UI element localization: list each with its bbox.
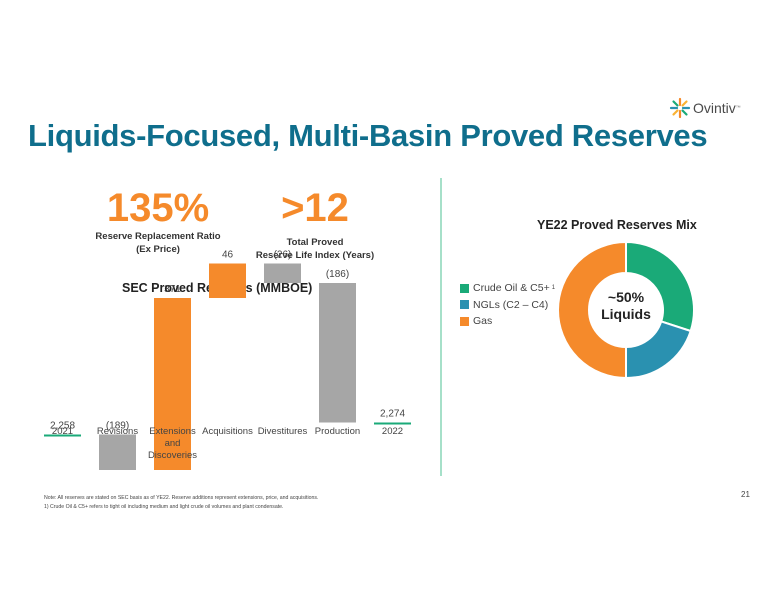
kpi-label-line1: Reserve Replacement Ratio	[95, 231, 221, 242]
waterfall-category-label: and	[165, 438, 181, 449]
waterfall-value-label: 2,274	[380, 409, 405, 420]
waterfall-category-label: 2021	[52, 426, 73, 437]
waterfall-category-label: Divestitures	[258, 426, 308, 437]
footnotes: Note: All reserves are stated on SEC bas…	[44, 494, 318, 512]
waterfall-value-label: 46	[222, 250, 234, 261]
page-title: Liquids-Focused, Multi-Basin Proved Rese…	[28, 118, 708, 153]
legend-label: Gas	[473, 315, 493, 327]
donut-center-value: ~50%	[607, 289, 645, 305]
legend-item-gas: Gas	[460, 313, 555, 329]
footnote-line: Note: All reserves are stated on SEC bas…	[44, 495, 319, 501]
waterfall-value-label: (186)	[326, 269, 349, 280]
legend-label: NGLs (C2 – C4)	[473, 298, 549, 311]
donut-center-label: ~50% Liquids	[586, 289, 666, 323]
logo-trademark: ™	[735, 105, 741, 111]
waterfall-bar	[374, 422, 411, 425]
waterfall-category-label: Revisions	[97, 426, 138, 437]
logo-text: Ovintiv	[693, 100, 736, 116]
donut-legend: Crude Oil & C5+ 1 NGLs (C2 – C4) Gas	[460, 280, 555, 330]
vertical-divider	[440, 178, 442, 476]
kpi-reserve-life: >12 Total Proved Reserve Life Index (Yea…	[240, 186, 390, 262]
waterfall-value-label: (26)	[274, 250, 292, 261]
legend-swatch	[460, 283, 469, 293]
donut-slice	[625, 240, 695, 333]
page-number: 21	[741, 490, 750, 499]
kpi-reserve-replacement: 135% Reserve Replacement Ratio (Ex Price…	[72, 186, 244, 256]
waterfall-value-label: 2,258	[50, 421, 75, 432]
donut-chart	[557, 240, 695, 380]
legend-swatch	[460, 316, 469, 326]
waterfall-category-label: Acquisitions	[202, 426, 253, 437]
waterfall-category-label: Production	[315, 426, 360, 437]
legend-superscript: 1	[551, 285, 556, 291]
donut-slice	[625, 320, 692, 380]
kpi-label-line2: (Ex Price)	[136, 244, 180, 255]
legend-swatch	[460, 300, 469, 309]
waterfall-bar	[44, 434, 81, 437]
kpi-label-line2: Reserve Life Index (Years)	[255, 250, 375, 261]
donut-slice	[557, 240, 627, 380]
waterfall-category-label: Discoveries	[148, 450, 197, 461]
kpi-value: >12	[281, 186, 349, 230]
ovintiv-logo: Ovintiv ™	[669, 97, 741, 119]
waterfall-value-label: 371	[164, 284, 181, 295]
donut-center-text: Liquids	[601, 306, 651, 322]
donut-chart-title: YE22 Proved Reserves Mix	[537, 218, 697, 232]
footnote-line: 1) Crude Oil & C5+ refers to tight oil i…	[44, 504, 284, 510]
waterfall-category-label: Extensions	[149, 426, 196, 437]
kpi-value: 135%	[106, 186, 210, 230]
waterfall-bar	[99, 434, 136, 470]
waterfall-bar	[319, 283, 356, 423]
waterfall-value-label: (189)	[106, 421, 129, 432]
waterfall-category-label: 2022	[382, 426, 403, 437]
waterfall-bar	[154, 298, 191, 470]
legend-label: Crude Oil & C5+	[473, 282, 550, 294]
waterfall-bar	[209, 263, 246, 298]
legend-item-crude-oil: Crude Oil & C5+ 1	[460, 280, 555, 296]
kpi-label-line1: Total Proved	[286, 237, 344, 248]
waterfall-bar	[264, 263, 301, 283]
legend-item-ngls: NGLs (C2 – C4)	[460, 297, 555, 313]
ovintiv-logo-icon	[669, 97, 691, 119]
